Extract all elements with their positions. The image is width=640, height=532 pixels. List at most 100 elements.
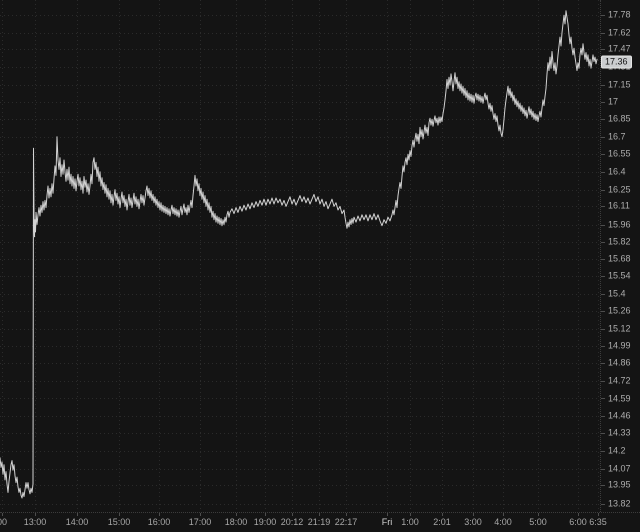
time-axis-label: 6:00 xyxy=(569,517,587,527)
price-axis-label: 16.25 xyxy=(608,184,631,195)
price-axis-tick xyxy=(601,259,605,260)
price-axis-label: 17.78 xyxy=(608,9,631,20)
price-axis-label: 16.55 xyxy=(608,148,631,159)
time-axis-label: 5:00 xyxy=(529,517,547,527)
price-axis-tick xyxy=(601,329,605,330)
price-axis-tick xyxy=(601,137,605,138)
chart-plot-area[interactable] xyxy=(0,0,600,512)
time-axis-label: 20:12 xyxy=(280,517,304,527)
time-axis[interactable]: 00 13:00 14:00 15:00 16:00 17:00 18:00 19:0020:… xyxy=(0,512,640,532)
time-axis-label: 17:00 xyxy=(188,517,212,527)
price-axis-tick xyxy=(601,102,605,103)
time-axis-label: 18:00 xyxy=(224,517,248,527)
price-axis-label: 16.11 xyxy=(608,200,630,211)
time-axis-label: 00 xyxy=(0,517,8,527)
price-axis-tick xyxy=(601,363,605,364)
price-axis-label: 15.68 xyxy=(608,253,631,264)
last-price-value: 17.36 xyxy=(605,56,628,66)
time-axis-label: 16:00 xyxy=(147,517,171,527)
price-line[interactable] xyxy=(0,10,598,499)
time-axis-tick xyxy=(236,513,237,516)
price-axis-label: 15.26 xyxy=(608,305,631,316)
time-axis-tick xyxy=(77,513,78,516)
time-axis-label: 19:00 xyxy=(253,517,277,527)
time-axis-tick xyxy=(159,513,160,516)
time-axis-label: Fri xyxy=(381,517,393,527)
price-axis[interactable]: 17.7817.6217.4717.3117.151716.8516.716.5… xyxy=(600,0,640,512)
time-axis-label: 3:00 xyxy=(464,517,482,527)
time-axis-tick xyxy=(2,513,3,516)
time-axis-tick xyxy=(35,513,36,516)
price-axis-label: 14.07 xyxy=(608,463,631,474)
price-axis-label: 16.85 xyxy=(608,113,631,124)
time-axis-tick xyxy=(292,513,293,516)
price-axis-tick xyxy=(601,33,605,34)
price-axis-label: 13.95 xyxy=(608,479,631,490)
price-axis-tick xyxy=(601,154,605,155)
price-axis-label: 14.2 xyxy=(608,445,626,456)
price-axis-label: 15.96 xyxy=(608,219,631,229)
time-axis-tick xyxy=(473,513,474,516)
price-axis-tick xyxy=(601,416,605,417)
price-axis-label: 14.72 xyxy=(608,375,631,386)
price-axis-label: 14.46 xyxy=(608,410,631,421)
time-axis-tick xyxy=(538,513,539,516)
time-axis-label: 2:01 xyxy=(433,517,451,527)
price-axis-label: 14.99 xyxy=(608,340,631,351)
price-axis-label: 13.82 xyxy=(608,498,631,509)
price-axis-tick xyxy=(601,433,605,434)
price-axis-tick xyxy=(601,294,605,295)
price-axis-label: 16.7 xyxy=(608,131,626,142)
price-axis-label: 15.12 xyxy=(608,323,631,334)
price-axis-label: 15.54 xyxy=(608,270,631,281)
time-axis-tick xyxy=(346,513,347,516)
price-axis-tick xyxy=(601,346,605,347)
time-axis-tick xyxy=(319,513,320,516)
price-axis-tick xyxy=(601,398,605,399)
time-axis-label: 4:00 xyxy=(494,517,512,527)
time-axis-tick xyxy=(387,513,388,516)
time-axis-tick xyxy=(410,513,411,516)
price-axis-label: 17.15 xyxy=(608,79,631,90)
price-axis-label: 15.82 xyxy=(608,236,631,247)
price-axis-label: 17.47 xyxy=(608,43,631,54)
time-axis-tick xyxy=(265,513,266,516)
price-axis-tick xyxy=(601,206,605,207)
price-axis-tick xyxy=(601,242,605,243)
price-axis-label: 16.4 xyxy=(608,166,626,177)
time-axis-tick xyxy=(119,513,120,516)
price-axis-tick xyxy=(601,172,605,173)
time-axis-tick xyxy=(503,513,504,516)
price-axis-label: 17 xyxy=(608,96,619,107)
time-axis-tick xyxy=(200,513,201,516)
time-axis-tick xyxy=(578,513,579,516)
price-axis-tick xyxy=(601,485,605,486)
price-axis-tick xyxy=(601,49,605,50)
price-axis-label: 14.59 xyxy=(608,393,631,403)
price-axis-tick xyxy=(601,469,605,470)
price-axis-label: 15.4 xyxy=(608,288,626,299)
price-axis-tick xyxy=(601,311,605,312)
price-axis-label: 17.62 xyxy=(608,27,631,38)
time-axis-label: 15:00 xyxy=(107,517,131,527)
price-axis-tick xyxy=(601,15,605,16)
time-axis-tick xyxy=(598,513,599,516)
time-axis-label: 22:17 xyxy=(334,517,358,527)
time-axis-label: 14:00 xyxy=(65,517,89,527)
price-axis-tick xyxy=(601,85,605,86)
time-axis-label: 6:35 xyxy=(589,517,607,527)
time-axis-tick xyxy=(442,513,443,516)
last-price-label: 17.36 xyxy=(601,55,632,68)
price-axis-tick xyxy=(601,276,605,277)
price-axis-tick xyxy=(601,190,605,191)
price-axis-tick xyxy=(601,381,605,382)
price-axis-tick xyxy=(601,119,605,120)
price-axis-label: 14.33 xyxy=(608,427,631,438)
time-axis-label: 13:00 xyxy=(23,517,47,527)
price-axis-tick xyxy=(601,451,605,452)
time-axis-label: 1:00 xyxy=(401,517,419,527)
price-axis-tick xyxy=(601,504,605,505)
time-axis-label: 21:19 xyxy=(307,517,331,527)
price-axis-tick xyxy=(601,225,605,226)
